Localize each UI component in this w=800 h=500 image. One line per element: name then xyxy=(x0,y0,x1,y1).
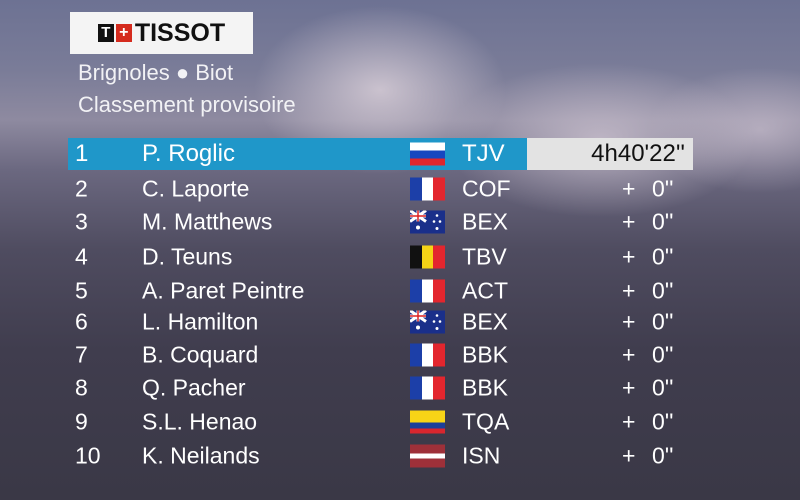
rank: 10 xyxy=(75,442,101,469)
team-code: BBK xyxy=(462,341,509,368)
standings-row: 5 A. Paret Peintre ACT + 0'' xyxy=(68,275,693,307)
team-code: ACT xyxy=(462,277,508,304)
france-flag-icon xyxy=(410,376,445,400)
time-gap: 0'' xyxy=(652,308,674,335)
time-gap: 0'' xyxy=(652,175,674,202)
team-code: TJV xyxy=(462,140,505,167)
rank: 7 xyxy=(75,341,88,368)
rank: 5 xyxy=(75,277,88,304)
rider-name: S.L. Henao xyxy=(142,408,258,435)
australia-flag-icon xyxy=(409,309,445,334)
rank: 8 xyxy=(75,374,88,401)
rider-name: C. Laporte xyxy=(142,175,250,202)
colombia-flag-icon xyxy=(410,410,445,434)
standings-row: 2 C. Laporte COF + 0'' xyxy=(68,173,693,205)
team-code: TQA xyxy=(462,408,510,435)
rank: 3 xyxy=(75,208,88,235)
leader-time: 4h40'22'' xyxy=(527,138,693,170)
plus-sign: + xyxy=(622,175,636,202)
rank: 1 xyxy=(75,140,89,167)
plus-sign: + xyxy=(622,341,636,368)
australia-flag-icon xyxy=(409,209,445,234)
rider-name: K. Neilands xyxy=(142,442,260,469)
standings-row: 3 M. Matthews BEX + 0'' xyxy=(68,206,693,238)
plus-sign: + xyxy=(622,308,636,335)
rider-name: M. Matthews xyxy=(142,208,273,235)
rider-name: P. Roglic xyxy=(142,140,235,167)
standings-row: 9 S.L. Henao TQA + 0'' xyxy=(68,406,693,438)
slovenia-flag-icon xyxy=(410,142,445,166)
france-flag-icon xyxy=(410,343,445,367)
rank: 4 xyxy=(75,243,88,270)
standings-row: 8 Q. Pacher BBK + 0'' xyxy=(68,372,693,404)
france-flag-icon xyxy=(410,177,445,201)
plus-sign: + xyxy=(622,442,636,469)
time-gap: 0'' xyxy=(652,408,674,435)
time-gap: 0'' xyxy=(652,243,674,270)
stage-name: Brignoles ● Biot xyxy=(78,60,234,85)
time-gap: 0'' xyxy=(652,374,674,401)
standings-title: Classement provisoire xyxy=(78,92,296,117)
tissot-cross-icon: T + xyxy=(97,24,132,42)
rider-name: Q. Pacher xyxy=(142,374,246,401)
rider-name: L. Hamilton xyxy=(142,308,259,335)
rider-name: A. Paret Peintre xyxy=(142,277,305,304)
france-flag-icon xyxy=(410,279,445,303)
time-gap: 0'' xyxy=(652,341,674,368)
team-code: BEX xyxy=(462,208,509,235)
rank: 9 xyxy=(75,408,88,435)
plus-sign: + xyxy=(622,408,636,435)
team-code: TBV xyxy=(462,243,507,270)
leader-row: 1 P. Roglic TJV xyxy=(68,138,527,170)
tissot-logo: T + TISSOT xyxy=(70,12,253,54)
team-code: BEX xyxy=(462,308,509,335)
rider-name: D. Teuns xyxy=(142,243,233,270)
team-code: COF xyxy=(462,175,511,202)
standings-row: 4 D. Teuns TBV + 0'' xyxy=(68,241,693,273)
belgium-flag-icon xyxy=(410,245,445,269)
rank: 6 xyxy=(75,308,88,335)
standings-row: 10 K. Neilands ISN + 0'' xyxy=(68,440,693,472)
plus-sign: + xyxy=(622,374,636,401)
plus-sign: + xyxy=(622,277,636,304)
plus-sign: + xyxy=(622,208,636,235)
team-code: BBK xyxy=(462,374,509,401)
logo-text: TISSOT xyxy=(134,18,226,47)
standings-row: 6 L. Hamilton BEX + 0'' xyxy=(68,306,693,338)
rank: 2 xyxy=(75,175,88,202)
latvia-flag-icon xyxy=(410,444,445,468)
time-gap: 0'' xyxy=(652,208,674,235)
time-gap: 0'' xyxy=(652,442,674,469)
team-code: ISN xyxy=(462,442,501,469)
standings-row: 7 B. Coquard BBK + 0'' xyxy=(68,339,693,371)
time-gap: 0'' xyxy=(652,277,674,304)
plus-sign: + xyxy=(622,243,636,270)
rider-name: B. Coquard xyxy=(142,341,259,368)
